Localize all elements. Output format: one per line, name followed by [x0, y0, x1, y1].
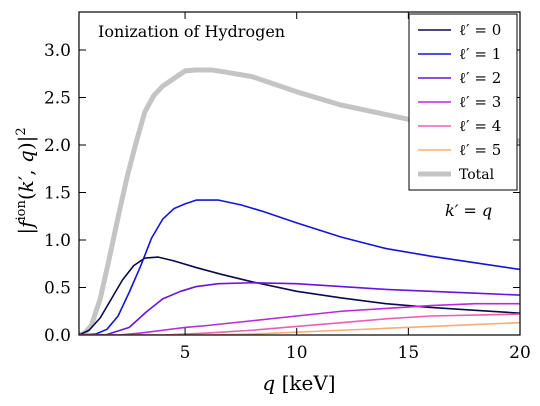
- series-line-l-1: [79, 199, 520, 335]
- legend-label: ℓ′ = 3: [459, 93, 501, 111]
- chart-title: Ionization of Hydrogen: [98, 22, 285, 41]
- x-axis-label: q [keV]: [262, 371, 335, 395]
- svg-text:|fion(k′, q)|2: |fion(k′, q)|2: [14, 127, 39, 234]
- legend-entry-l-2: ℓ′ = 2: [418, 69, 501, 87]
- y-tick-label: 2.5: [44, 89, 71, 109]
- series-line-l-2: [79, 281, 520, 335]
- y-tick-label: 0.0: [44, 326, 71, 346]
- plot-frame: [78, 11, 521, 336]
- x-tick-label: 15: [398, 343, 420, 363]
- legend-entry-l-4: ℓ′ = 4: [418, 117, 501, 135]
- legend-entry-l-5: ℓ′ = 5: [418, 141, 501, 159]
- y-tick-label: 1.5: [44, 184, 71, 204]
- legend-label: ℓ′ = 0: [459, 21, 501, 39]
- legend-entry-l-0: ℓ′ = 0: [418, 21, 501, 39]
- ticks-layer: 5 10 15 20 0.0 0.5 1.0 1.5 2.0 2.5 3.0: [44, 12, 531, 363]
- y-axis-label: |fion(k′, q)|2: [14, 127, 39, 234]
- legend-label: ℓ′ = 1: [459, 45, 501, 63]
- series-layer: [79, 67, 520, 335]
- legend-label: Total: [459, 167, 495, 183]
- legend-entry-total: Total: [418, 167, 495, 183]
- y-tick-label: 2.0: [44, 136, 71, 156]
- series-line-l-0: [79, 256, 520, 335]
- legend-entry-l-3: ℓ′ = 3: [418, 93, 501, 111]
- y-tick-label: 3.0: [44, 41, 71, 61]
- legend-label: ℓ′ = 5: [459, 141, 501, 159]
- x-tick-label: 20: [509, 343, 531, 363]
- legend-label: ℓ′ = 2: [459, 69, 501, 87]
- x-tick-label: 10: [286, 343, 308, 363]
- series-line-total: [79, 67, 520, 335]
- legend-label: ℓ′ = 4: [459, 117, 501, 135]
- x-tick-label: 5: [180, 343, 191, 363]
- y-tick-label: 1.0: [44, 231, 71, 251]
- annotation-k-eq-q: k′ = q: [445, 201, 492, 220]
- legend-entry-l-1: ℓ′ = 1: [418, 45, 501, 63]
- series-line-l-3: [79, 302, 520, 335]
- legend: ℓ′ = 0 ℓ′ = 1 ℓ′ = 2 ℓ′ = 3 ℓ′ = 4 ℓ′ = 5 Tota…: [408, 13, 518, 191]
- y-tick-label: 0.5: [44, 279, 71, 299]
- svg-text:q [keV]: q [keV]: [262, 371, 335, 395]
